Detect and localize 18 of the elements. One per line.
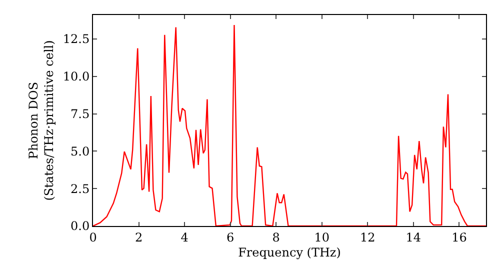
x-axis-title: Frequency (THz) xyxy=(238,245,341,260)
y-axis-title: Phonon DOS (States/THz·primitive cell) xyxy=(26,40,56,201)
x-tick-label: 8 xyxy=(272,230,280,244)
y-tick-label: 10.0 xyxy=(62,70,90,84)
x-tick-label: 6 xyxy=(226,230,234,244)
y-tick-label: 0.0 xyxy=(70,219,90,234)
y-tick-label: 12.5 xyxy=(62,32,90,46)
x-tick-label: 0 xyxy=(89,230,97,244)
x-tick-label: 16 xyxy=(452,230,467,244)
x-tick-label: 14 xyxy=(406,230,422,244)
y-tick-label: 2.5 xyxy=(70,182,90,196)
y-tick-label: 5.0 xyxy=(70,144,90,158)
line-series xyxy=(93,24,486,226)
x-tick-label: 4 xyxy=(180,230,189,244)
x-tick-label: 2 xyxy=(134,230,143,244)
y-tick-label: 7.5 xyxy=(70,106,90,121)
x-tick-label: 12 xyxy=(360,230,376,244)
x-tick-label: 10 xyxy=(314,230,330,244)
